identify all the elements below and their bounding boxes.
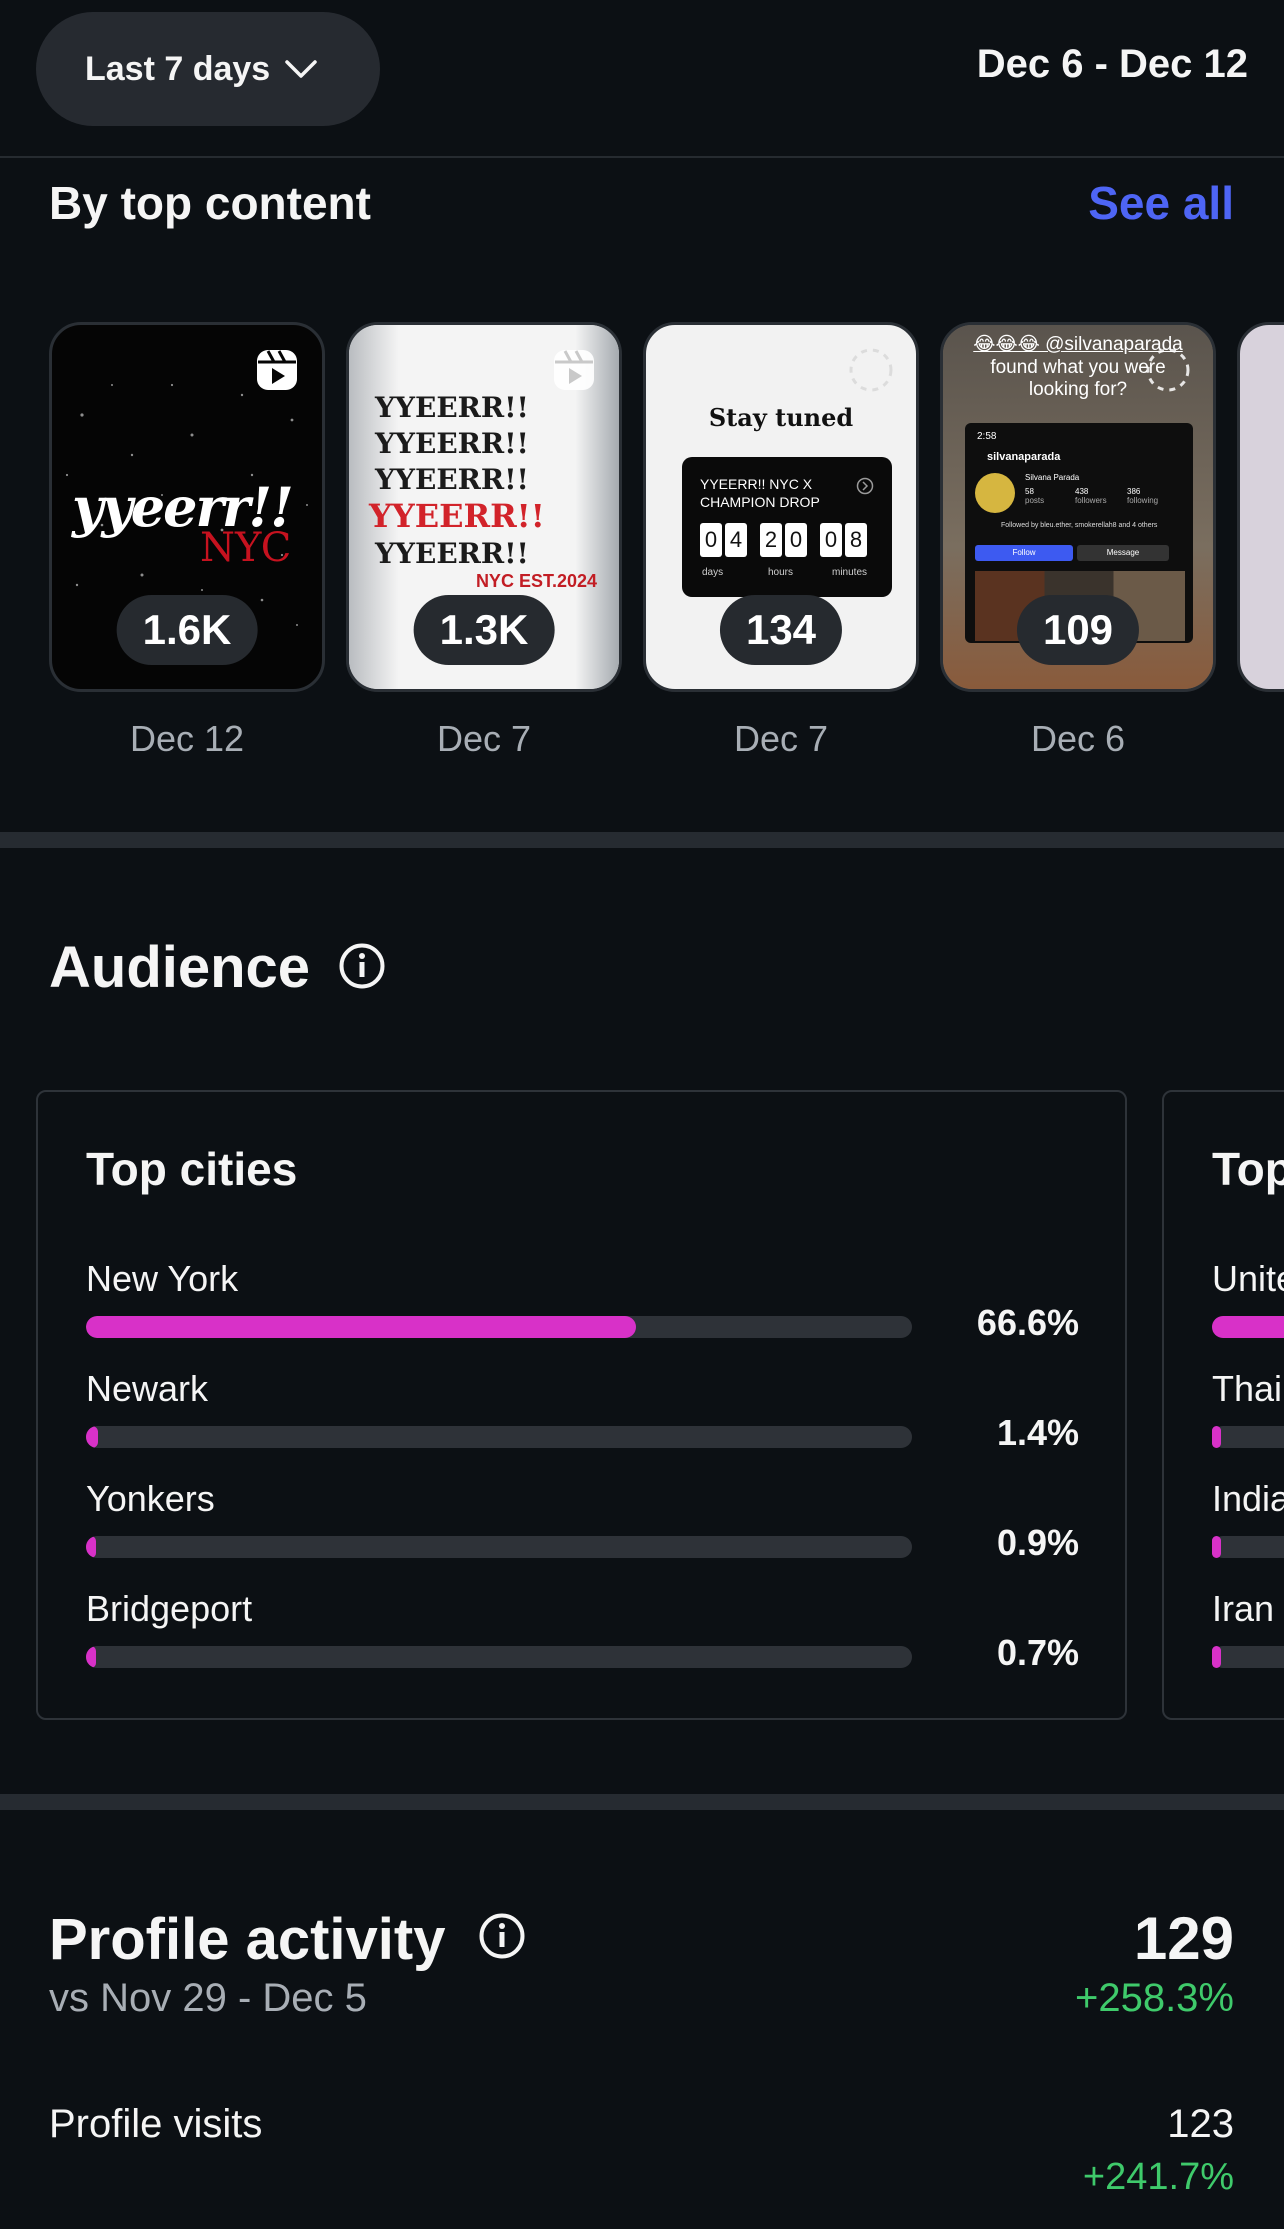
city-bar-track — [86, 1426, 912, 1448]
city-label: New York — [86, 1258, 239, 1299]
profile-name: Silvana Parada — [1025, 473, 1080, 482]
date-range-label: Last 7 days — [85, 49, 271, 88]
top-content-title: By top content — [49, 177, 371, 229]
chevron-right-icon — [856, 477, 874, 495]
content-thumbnail-1[interactable]: yyeerr!! NYC 1.6K — [49, 322, 325, 692]
avatar — [975, 473, 1015, 513]
profile-stat: 438 followers — [1075, 487, 1107, 505]
city-bar-fill — [86, 1426, 98, 1448]
reels-icon — [257, 350, 297, 390]
countdown-unit-label: minutes — [832, 567, 868, 578]
see-all-link[interactable]: See all — [1088, 177, 1234, 229]
countdown-digit: 0 — [820, 523, 842, 557]
city-percentage: 66.6% — [976, 1302, 1079, 1343]
content-date-3: Dec 7 — [733, 718, 829, 759]
country-label: Thai — [1212, 1368, 1283, 1409]
city-label: Yonkers — [86, 1478, 215, 1519]
date-range-dropdown[interactable]: Last 7 days — [36, 12, 380, 126]
section-divider — [0, 1794, 1284, 1810]
thumbnail-text-line: YYEERR!! — [369, 497, 545, 535]
story-caption: found what you were — [990, 357, 1166, 378]
country-bar-track — [1212, 1646, 1284, 1668]
content-date-4: Dec 6 — [1030, 718, 1126, 759]
city-percentage: 0.7% — [996, 1632, 1079, 1673]
thumbnail-text-line: YYEERR!! — [375, 463, 529, 496]
profile-visits-value: 123 — [1167, 2102, 1234, 2146]
view-count: 1.3K — [413, 595, 555, 665]
city-bar-track — [86, 1646, 912, 1668]
top-cities-title: Top cities — [86, 1143, 298, 1195]
loading-spinner-icon — [849, 348, 893, 392]
city-label: Newark — [86, 1368, 209, 1409]
thumbnail-text-line: YYEERR!! — [375, 427, 529, 460]
profile-activity-title: Profile activity — [49, 1907, 446, 1972]
content-date-2: Dec 7 — [436, 718, 532, 759]
content-thumbnail-2[interactable]: YYEERR!! YYEERR!! YYEERR!! YYEERR!! YYEE… — [346, 322, 622, 692]
city-percentage: 1.4% — [996, 1412, 1079, 1453]
city-percentage: 0.9% — [996, 1522, 1079, 1563]
countdown-box: YYEERR!! NYC X CHAMPION DROP 0 4 2 0 0 8… — [682, 457, 892, 597]
thumbnail-text-line: YYEERR!! — [375, 537, 529, 570]
country-bar-track — [1212, 1426, 1284, 1448]
city-bar-track — [86, 1316, 912, 1338]
country-label: Iran — [1212, 1588, 1275, 1629]
country-label: India — [1212, 1478, 1284, 1519]
countdown-digit: 0 — [785, 523, 807, 557]
countdown-digit: 2 — [760, 523, 782, 557]
content-date-1: Dec 12 — [129, 718, 245, 759]
comparison-period: vs Nov 29 - Dec 5 — [49, 1976, 367, 2020]
phone-time: 2:58 — [977, 431, 997, 442]
countdown-digit: 0 — [700, 523, 722, 557]
content-thumbnail-5[interactable] — [1237, 322, 1284, 692]
profile-activity-change: +258.3% — [1074, 1976, 1234, 2020]
city-bar-fill — [86, 1536, 96, 1558]
story-caption: looking for? — [1028, 379, 1128, 400]
followed-by-text: Followed by bleu.ether, smokerellah8 and… — [1001, 522, 1158, 529]
info-icon[interactable] — [478, 1912, 526, 1960]
reels-icon — [554, 350, 594, 390]
thumbnail-sub-text: NYC EST.2024 — [475, 571, 597, 591]
thumbnail-logo-sub: NYC — [200, 525, 292, 571]
country-bar-track — [1212, 1536, 1284, 1558]
story-caption: 😂😂😂 @silvanaparada — [973, 334, 1183, 355]
view-count: 109 — [1016, 595, 1140, 665]
countdown-title: YYEERR!! NYC X CHAMPION DROP — [700, 476, 820, 510]
countdown-unit-label: hours — [768, 567, 794, 578]
thumbnail-text-line: YYEERR!! — [375, 391, 529, 424]
profile-stat: 58 posts — [1025, 487, 1045, 505]
countdown-digits: 0 4 2 0 0 8 — [700, 523, 867, 557]
profile-stat: 386 following — [1127, 487, 1159, 505]
view-count: 134 — [719, 595, 843, 665]
thumbnail-logo-text: yyeerr!! — [72, 475, 294, 539]
countdown-digit: 4 — [725, 523, 747, 557]
content-thumbnail-4[interactable]: 😂😂😂 @silvanaparada found what you were l… — [940, 322, 1216, 692]
audience-title: Audience — [49, 935, 311, 1000]
loading-spinner-icon — [1146, 348, 1190, 392]
follow-button: Follow — [975, 545, 1073, 561]
profile-activity-total: 129 — [1133, 1905, 1234, 1972]
city-label: Bridgeport — [86, 1588, 253, 1629]
countdown-digit: 8 — [845, 523, 867, 557]
country-bar-fill — [1212, 1316, 1284, 1338]
top-cities-card: Top cities New York 66.6% Newark 1.4% Yo… — [36, 1090, 1127, 1720]
top-countries-card: Top Unite Thai India Iran — [1162, 1090, 1284, 1720]
view-count: 1.6K — [116, 595, 258, 665]
city-bar-fill — [86, 1646, 96, 1668]
chevron-down-icon — [285, 60, 317, 78]
profile-visits-label: Profile visits — [49, 2102, 263, 2146]
content-thumbnail-3[interactable]: Stay tuned YYEERR!! NYC X CHAMPION DROP … — [643, 322, 919, 692]
city-bar-fill — [86, 1316, 637, 1338]
profile-username: silvanaparada — [987, 451, 1061, 463]
date-range-text: Dec 6 - Dec 12 — [976, 42, 1248, 86]
countdown-unit-label: days — [702, 567, 724, 578]
section-divider — [0, 832, 1284, 848]
country-label: Unite — [1212, 1258, 1284, 1299]
story-heading: Stay tuned — [708, 403, 854, 432]
info-icon[interactable] — [338, 942, 386, 990]
profile-visits-change: +241.7% — [1082, 2156, 1234, 2198]
top-bar: Last 7 days Dec 6 - Dec 12 — [0, 0, 1284, 158]
city-bar-track — [86, 1536, 912, 1558]
message-button: Message — [1077, 545, 1169, 561]
top-countries-title: Top — [1212, 1143, 1284, 1195]
